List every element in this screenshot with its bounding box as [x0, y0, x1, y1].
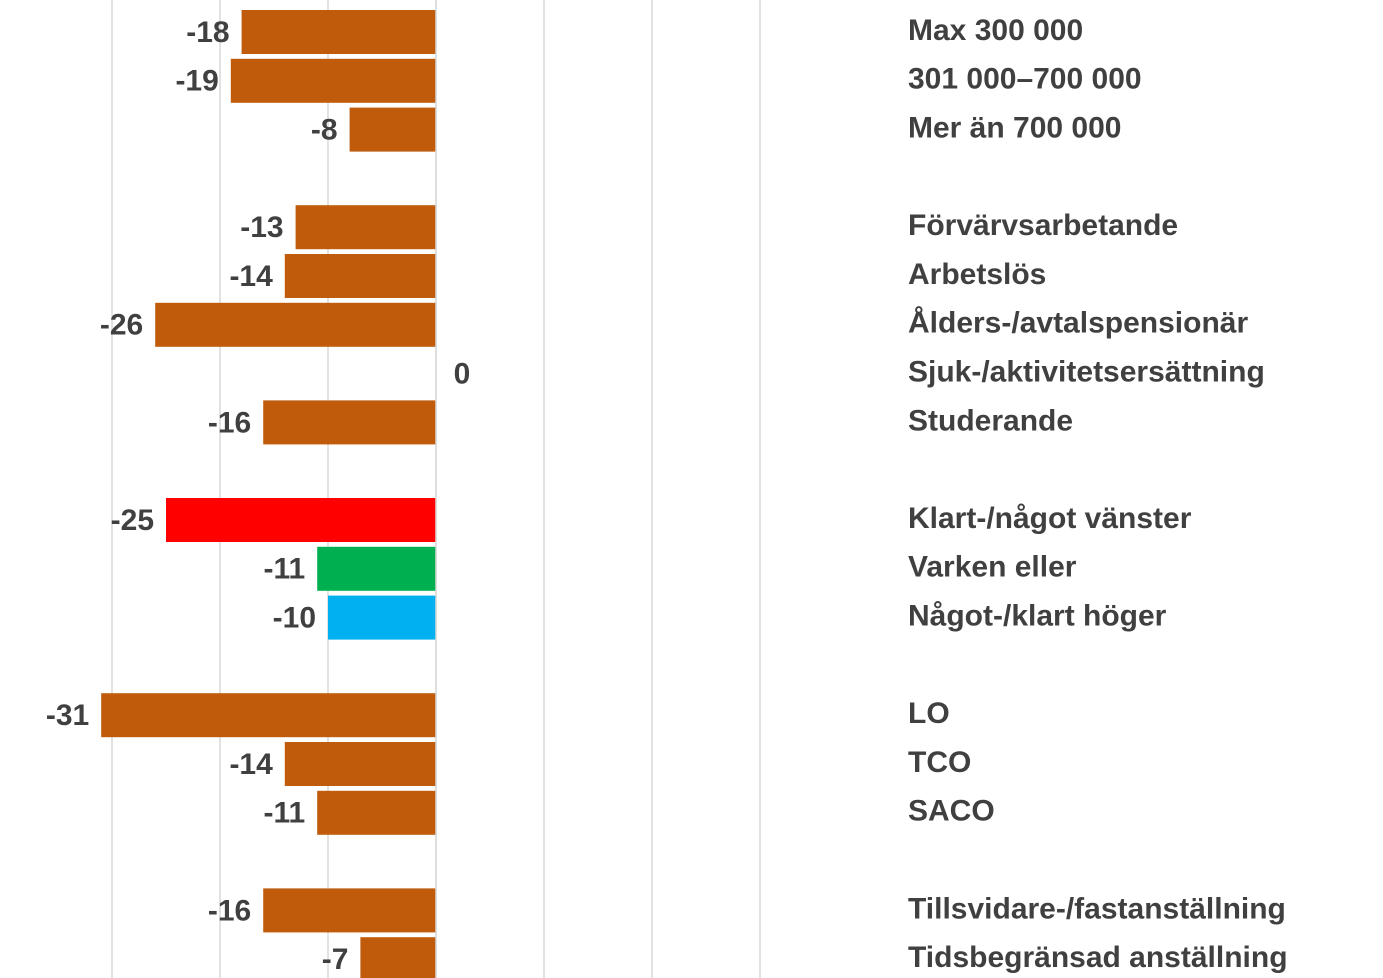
value-label: -14	[229, 260, 273, 293]
bar	[101, 693, 436, 738]
bar	[328, 595, 436, 640]
value-label: -31	[46, 699, 89, 732]
value-label: -14	[229, 748, 273, 781]
category-label: Tillsvidare-/fastanställning	[908, 892, 1286, 925]
bar	[349, 107, 436, 152]
bar	[263, 400, 436, 445]
value-label: -11	[263, 553, 305, 586]
value-label: -11	[263, 797, 305, 830]
bar	[360, 937, 436, 978]
category-label: Sjuk-/aktivitetsersättning	[908, 356, 1265, 389]
bar	[295, 205, 436, 250]
category-label: TCO	[908, 746, 971, 779]
category-label: Klart-/något vänster	[908, 502, 1192, 535]
value-label: -7	[322, 943, 349, 976]
category-label: Något-/klart höger	[908, 600, 1167, 633]
bar	[317, 546, 436, 591]
category-label: LO	[908, 697, 950, 730]
category-label: Tidsbegränsad anställning	[908, 941, 1288, 974]
category-label: Studerande	[908, 404, 1073, 437]
bar	[230, 58, 436, 103]
bar	[241, 10, 436, 54]
category-label: Förvärvsarbetande	[908, 209, 1178, 242]
category-label: Mer än 700 000	[908, 112, 1121, 145]
value-label: 0	[454, 358, 471, 391]
bar	[166, 498, 436, 542]
category-label: Varken eller	[908, 551, 1077, 584]
bar	[317, 790, 436, 835]
value-label: -13	[240, 211, 283, 244]
bar	[155, 302, 436, 347]
bar	[284, 742, 436, 786]
value-label: -8	[311, 114, 338, 147]
value-label: -18	[186, 16, 229, 49]
category-label: Max 300 000	[908, 14, 1083, 47]
category-label: SACO	[908, 795, 995, 828]
category-label: Ålders-/avtalspensionär	[908, 307, 1248, 340]
category-label: 301 000–700 000	[908, 63, 1142, 96]
value-label: -25	[111, 504, 154, 537]
bar	[284, 254, 436, 298]
value-label: -16	[208, 894, 251, 927]
category-label: Arbetslös	[908, 258, 1046, 291]
value-label: -19	[175, 65, 218, 98]
bar	[263, 888, 436, 933]
value-label: -26	[100, 309, 143, 342]
value-label: -10	[273, 602, 316, 635]
value-label: -16	[208, 406, 251, 439]
